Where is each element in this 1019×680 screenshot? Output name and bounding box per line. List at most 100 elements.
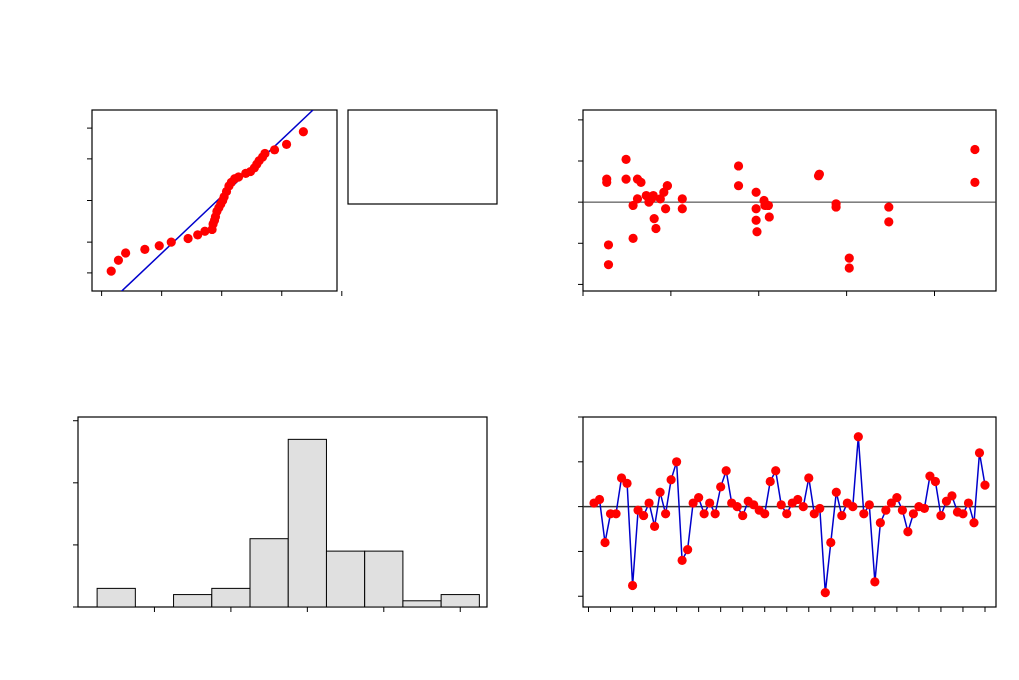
data-point <box>721 466 731 476</box>
histogram-bar <box>211 587 251 608</box>
data-point <box>644 498 654 508</box>
histogram-bar <box>364 550 404 608</box>
data-point <box>919 503 930 514</box>
data-point <box>751 215 761 225</box>
data-point <box>281 139 292 149</box>
data-point <box>193 230 203 240</box>
data-point <box>627 580 638 591</box>
data-point <box>638 510 649 521</box>
data-point <box>776 500 786 510</box>
data-point <box>622 478 632 488</box>
plot-frame <box>582 109 997 292</box>
data-point <box>651 223 661 234</box>
data-point <box>963 498 974 508</box>
data-point <box>844 253 854 263</box>
legend-box <box>347 109 498 205</box>
data-point <box>765 476 775 487</box>
data-point <box>848 502 858 512</box>
data-point <box>881 505 891 515</box>
data-point <box>958 509 968 519</box>
data-point <box>969 518 979 528</box>
data-point <box>140 244 150 254</box>
data-point <box>837 510 847 521</box>
normal-probability-plot <box>87 109 498 296</box>
data-point <box>875 518 885 528</box>
data-point <box>154 241 164 251</box>
data-point <box>844 263 854 273</box>
data-point <box>628 200 638 211</box>
data-point <box>677 204 687 214</box>
histogram-bar <box>402 600 442 608</box>
data-point <box>600 537 610 548</box>
data-point <box>884 202 894 212</box>
data-point <box>859 509 869 519</box>
data-point <box>621 154 631 164</box>
data-point <box>732 502 742 512</box>
data-point <box>903 527 913 537</box>
data-point <box>970 144 980 155</box>
data-point <box>655 487 665 497</box>
data-point <box>793 494 803 505</box>
data-point <box>751 204 761 214</box>
data-point <box>820 588 830 598</box>
data-point <box>113 255 124 265</box>
fit-line <box>120 110 314 291</box>
data-point <box>831 202 841 212</box>
data-point <box>621 174 631 184</box>
data-point <box>694 493 704 503</box>
data-point <box>677 194 687 204</box>
data-point <box>106 266 116 276</box>
data-point <box>661 509 671 519</box>
data-point <box>649 521 660 531</box>
data-point <box>649 214 659 224</box>
data-point <box>602 174 612 184</box>
data-point <box>980 480 990 490</box>
data-point <box>233 172 244 182</box>
histogram-bar <box>325 550 366 608</box>
data-point <box>632 194 643 204</box>
data-point <box>705 498 715 508</box>
data-point <box>884 217 894 227</box>
data-point <box>738 510 748 521</box>
plot-frame <box>582 416 997 608</box>
data-point <box>699 509 709 519</box>
data-point <box>974 448 985 458</box>
data-point <box>662 181 672 191</box>
histogram-bar <box>440 594 480 608</box>
data-point <box>710 509 720 519</box>
data-point <box>683 545 693 555</box>
data-point <box>864 500 874 510</box>
histogram-bar <box>173 594 213 608</box>
data-point <box>677 555 687 565</box>
histogram-bar <box>96 587 136 608</box>
data-point <box>826 537 836 548</box>
data-point <box>661 204 671 214</box>
residuals-versus-fits-plot <box>578 109 997 296</box>
data-point <box>672 457 682 467</box>
data-point <box>782 509 792 519</box>
data-point <box>611 509 621 519</box>
data-point <box>970 177 980 187</box>
data-point <box>121 248 131 258</box>
data-point <box>763 200 774 211</box>
data-point <box>183 233 193 244</box>
histogram-bar <box>287 438 327 608</box>
data-point <box>870 577 880 587</box>
data-point <box>269 145 280 155</box>
histogram-plot <box>73 416 488 612</box>
data-point <box>733 161 744 171</box>
data-point <box>908 509 919 519</box>
data-point <box>648 190 658 201</box>
data-point <box>930 476 941 487</box>
data-point <box>831 487 841 497</box>
data-point <box>760 509 770 519</box>
histogram-bar <box>249 538 289 608</box>
data-point <box>764 212 774 222</box>
data-point <box>814 169 824 179</box>
data-point <box>804 473 814 483</box>
data-point <box>636 177 646 187</box>
data-point <box>752 227 762 237</box>
data-point <box>260 148 270 159</box>
data-point <box>200 226 210 236</box>
